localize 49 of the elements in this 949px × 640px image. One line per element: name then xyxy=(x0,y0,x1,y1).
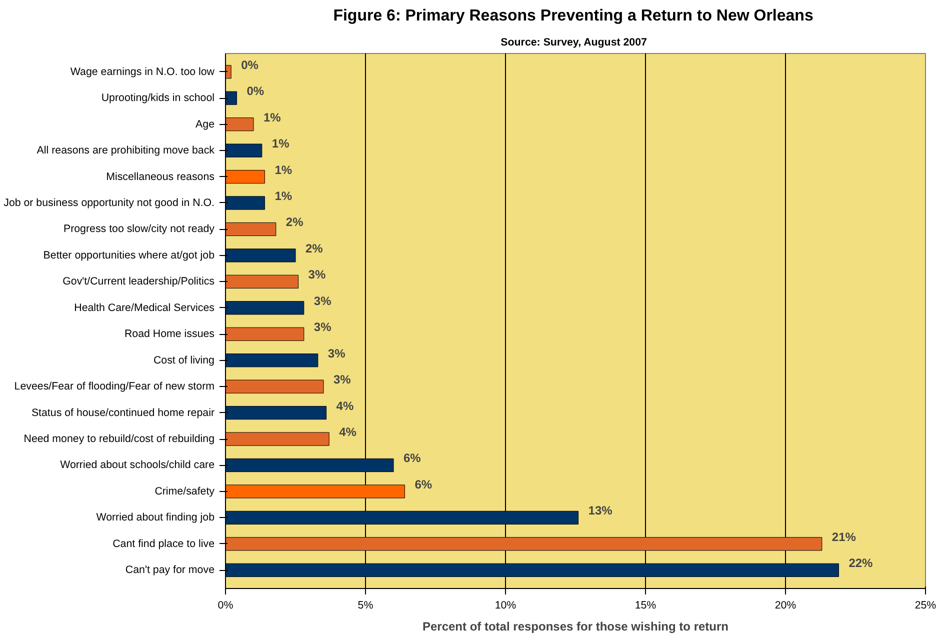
y-tick-label: Uprooting/kids in school xyxy=(101,92,215,104)
y-tick-label: Cost of living xyxy=(153,354,215,366)
y-tick-label: Worried about finding job xyxy=(96,512,215,524)
data-label: 6% xyxy=(404,451,422,466)
y-tick-label: Progress too slow/city not ready xyxy=(63,223,216,236)
chart-title: Figure 6: Primary Reasons Preventing a Return to New Orleans xyxy=(333,8,814,24)
data-label: 22% xyxy=(848,556,874,570)
y-tick-label: Can't pay for move xyxy=(125,564,215,576)
data-label: 13% xyxy=(588,504,613,518)
y-tick-label: Wage earnings in N.O. too low xyxy=(70,66,215,78)
data-label: 4% xyxy=(336,398,354,413)
y-tick-label: Need money to rebuild/cost of rebuilding xyxy=(24,433,215,446)
data-label: 0% xyxy=(241,58,259,72)
data-label: 6% xyxy=(414,477,432,492)
y-tick-label: Better opportunities where at/got job xyxy=(43,249,215,262)
chart-subtitle: Source: Survey, August 2007 xyxy=(500,36,648,48)
y-tick-label: Status of house/continued home repair xyxy=(31,406,215,419)
y-tick-label: Levees/Fear of flooding/Fear of new storm xyxy=(14,380,215,393)
x-tick-label: 15% xyxy=(634,600,657,612)
data-label: 2% xyxy=(306,241,324,256)
data-label: 0% xyxy=(246,84,264,98)
x-tick-label: 5% xyxy=(358,600,374,612)
x-tick-label: 25% xyxy=(914,600,937,612)
data-label: 1% xyxy=(264,110,282,124)
y-tick-label: Crime/safety xyxy=(154,485,216,498)
y-tick-label: Gov't/Current leadership/Politics xyxy=(62,276,215,288)
data-label: 3% xyxy=(314,320,332,334)
x-tick-label: 10% xyxy=(494,600,517,612)
data-label: 3% xyxy=(334,372,352,387)
data-label: 3% xyxy=(328,346,346,360)
y-tick-label: All reasons are prohibiting move back xyxy=(36,144,216,157)
data-label: 1% xyxy=(272,136,290,151)
data-label: 3% xyxy=(308,268,326,282)
data-label: 21% xyxy=(832,530,856,544)
data-label: 1% xyxy=(274,162,292,177)
y-tick-label: Job or business opportunity not good in N.O. xyxy=(4,196,215,209)
y-tick-label: Road Home issues xyxy=(124,328,215,340)
data-label: 2% xyxy=(286,215,304,230)
y-tick-label: Age xyxy=(196,118,215,130)
x-tick-label: 0% xyxy=(218,600,234,612)
y-tick-label: Miscellaneous reasons xyxy=(106,170,215,183)
x-tick-label: 20% xyxy=(774,600,797,612)
data-label: 3% xyxy=(314,294,332,308)
data-label: 1% xyxy=(274,188,292,203)
y-tick-label: Health Care/Medical Services xyxy=(74,302,215,314)
y-tick-label: Cant find place to live xyxy=(112,538,215,550)
data-label: 4% xyxy=(339,425,357,440)
x-axis-title: Percent of total responses for those wishing to return xyxy=(422,620,729,634)
y-tick-label: Worried about schools/child care xyxy=(60,459,215,472)
